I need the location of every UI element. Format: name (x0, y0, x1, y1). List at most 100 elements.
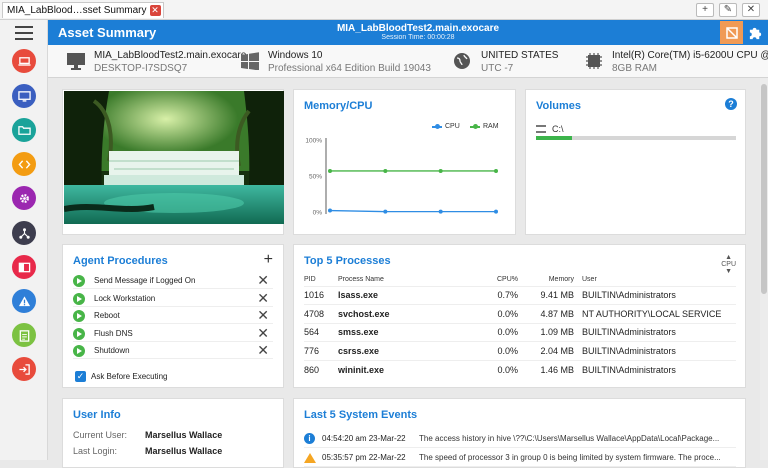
legend-cpu: CPU (432, 123, 460, 130)
legend-ram: RAM (470, 123, 499, 130)
nav-button-logout[interactable] (12, 357, 36, 381)
page-scrollbar[interactable] (760, 78, 768, 460)
run-procedure-icon[interactable] (73, 275, 85, 287)
nav-button-warning[interactable] (12, 289, 36, 313)
data-point-cpu[interactable] (383, 209, 388, 214)
cpu-legend-swatch (432, 124, 442, 129)
y-tick-label: 100% (305, 138, 322, 145)
data-point-ram[interactable] (328, 168, 332, 173)
cpu-cell: 0.0% (466, 341, 526, 360)
volume-label: C:\ (552, 124, 564, 134)
user-cell: BUILTIN\Administrators (582, 341, 736, 360)
table-row[interactable]: 860 wininit.exe 0.0% 1.46 MB BUILTIN\Adminis… (304, 359, 736, 379)
nav-button-clipboard[interactable] (12, 323, 36, 347)
run-procedure-icon[interactable] (73, 310, 85, 322)
run-procedure-icon[interactable] (73, 345, 85, 357)
machine-host: DESKTOP-I7SDSQ7 (94, 63, 188, 74)
no-remote-icon (725, 26, 738, 39)
page-title: Asset Summary (58, 25, 157, 40)
run-procedure-icon[interactable] (73, 327, 85, 340)
remove-procedure-icon[interactable]: ✕ (257, 307, 269, 323)
current-user-label: Current User: (73, 430, 128, 440)
column-header[interactable]: CPU% (496, 276, 518, 284)
user-cell: BUILTIN\Administrators (582, 322, 736, 342)
data-point-ram[interactable] (494, 168, 498, 173)
table-row[interactable]: 776 csrss.exe 0.0% 2.04 MB BUILTIN\Administr… (304, 341, 736, 360)
logout-icon (18, 363, 30, 375)
data-point-cpu[interactable] (438, 209, 443, 214)
add-procedure-button[interactable]: + (263, 251, 273, 268)
system-events-card: Last 5 System Events i 04:54:20 am 23-Mar… (293, 398, 746, 468)
remove-procedure-icon[interactable]: ✕ (257, 342, 269, 358)
memory-cell: 4.87 MB (526, 304, 582, 323)
cpu-cell: 0.0% (466, 322, 526, 342)
nav-button-code[interactable] (12, 152, 36, 176)
nav-button-folder[interactable] (12, 118, 36, 142)
edit-button[interactable]: ✎ (719, 3, 737, 17)
os-build: Professional x64 Edition Build 19043 (268, 63, 431, 74)
windows-icon (241, 52, 259, 70)
volumes-card: Volumes ? C:\ (525, 89, 746, 235)
cpu-cell: 0.0% (466, 304, 526, 323)
browser-tab[interactable]: MIA_LabBlood…sset Summary ✕ (2, 2, 164, 18)
run-procedure-icon[interactable] (73, 292, 85, 305)
nav-button-monitor[interactable] (12, 84, 36, 108)
page-header: Asset Summary MIA_LabBloodTest2.main.exo… (48, 20, 768, 45)
legend-ram-label: RAM (483, 123, 499, 130)
close-window-button[interactable]: ✕ (742, 3, 760, 17)
sort-selector[interactable]: ▲ CPU ▼ (721, 254, 736, 275)
user-cell: BUILTIN\Administrators (582, 285, 736, 305)
region-name: UNITED STATES (481, 50, 559, 61)
procedure-item: Send Message if Logged On ✕ (73, 273, 273, 289)
nav-button-laptop[interactable] (12, 49, 36, 73)
disk-icon (536, 125, 546, 133)
session-time: Session Time: 00:00:28 (381, 34, 455, 41)
close-tab-icon[interactable]: ✕ (149, 5, 161, 16)
procedure-label: Flush DNS (94, 328, 133, 338)
nav-button-gear[interactable] (12, 186, 36, 210)
ask-before-executing-checkbox[interactable]: ✓ (75, 371, 86, 382)
remove-procedure-icon[interactable]: ✕ (257, 324, 269, 341)
pid-cell: 4708 (304, 304, 338, 323)
scrollbar-thumb[interactable] (761, 84, 767, 294)
user-cell: BUILTIN\Administrators (582, 359, 736, 379)
table-row[interactable]: 564 smss.exe 0.0% 1.09 MB BUILTIN\Administra… (304, 322, 736, 342)
plugin-button[interactable] (745, 21, 765, 44)
data-point-ram[interactable] (438, 168, 443, 173)
column-header[interactable]: Process Name (338, 276, 384, 284)
menu-icon[interactable] (15, 26, 33, 40)
column-header[interactable]: Memory (548, 276, 574, 284)
procedure-label: Send Message if Logged On (94, 276, 196, 285)
volume-item[interactable]: C:\ (536, 124, 564, 134)
agent-procedures-card: Agent Procedures + Send Message if Logge… (62, 244, 284, 388)
y-tick-label: 50% (309, 174, 322, 181)
last-login-label: Last Login: (73, 446, 118, 456)
new-tab-button[interactable]: + (696, 3, 714, 17)
nav-button-network[interactable] (12, 221, 36, 245)
nav-button-window[interactable] (12, 255, 36, 279)
table-row[interactable]: 1016 lsass.exe 0.7% 9.41 MB BUILTIN\Administ… (304, 285, 736, 305)
event-time: 04:54:20 am 23-Mar-22 (322, 434, 406, 443)
process-name-cell: smss.exe (338, 322, 466, 342)
volumes-title: Volumes (536, 100, 582, 112)
column-header[interactable]: PID (304, 276, 316, 284)
clipboard-icon (19, 329, 29, 342)
data-point-cpu[interactable] (328, 208, 332, 213)
data-point-ram[interactable] (383, 168, 388, 173)
globe-icon (454, 53, 470, 69)
event-row[interactable]: i 04:54:20 am 23-Mar-22 The access history… (304, 430, 736, 448)
column-header[interactable]: User (582, 276, 597, 284)
help-icon[interactable]: ? (725, 98, 737, 110)
desktop-icon (67, 53, 85, 70)
table-row[interactable]: 4708 svchost.exe 0.0% 4.87 MB NT AUTHORITY\L… (304, 304, 736, 323)
remote-control-button[interactable] (720, 21, 743, 44)
procedure-label: Reboot (94, 311, 120, 320)
machine-name: MIA_LabBloodTest2.main.exocare (94, 50, 247, 61)
series-line-cpu (329, 209, 496, 213)
event-row[interactable]: 05:35:57 pm 22-Mar-22 The speed of proces… (304, 449, 736, 467)
desktop-screenshot[interactable] (64, 91, 284, 224)
remove-procedure-icon[interactable]: ✕ (257, 272, 269, 288)
data-point-cpu[interactable] (494, 209, 498, 214)
memory-cpu-card: Memory/CPU CPU RAM 100% 50% 0% (293, 89, 516, 235)
remove-procedure-icon[interactable]: ✕ (257, 289, 269, 306)
